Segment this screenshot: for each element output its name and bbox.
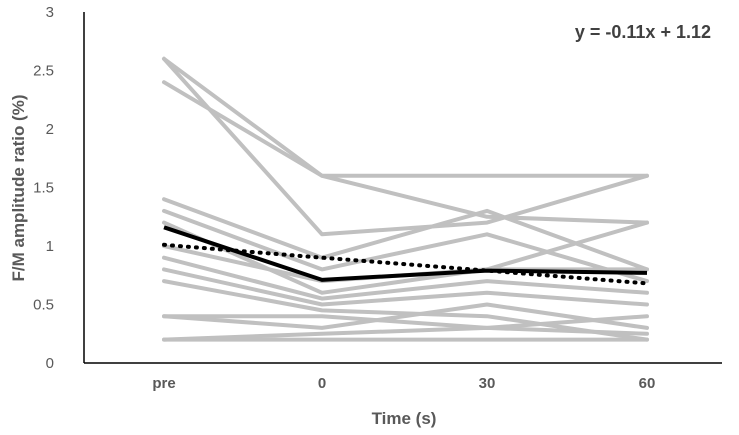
individual-series-line: [162, 80, 649, 225]
individual-series-line: [162, 208, 649, 284]
individual-series-group: [162, 56, 649, 342]
trend-series-group: [162, 242, 649, 286]
y-tick-label: 0.5: [33, 297, 54, 314]
y-tick-label: 0: [46, 355, 54, 372]
axes-group: [83, 12, 722, 364]
individual-series-line: [162, 220, 649, 295]
individual-series-line: [162, 56, 649, 237]
mean-series-line: [163, 225, 648, 282]
x-tick-labels: pre 0 30 60: [152, 375, 655, 392]
y-tick-label: 2: [46, 121, 54, 138]
x-tick-label: 30: [479, 375, 496, 392]
individual-series-line: [162, 302, 649, 330]
y-axis-title: F/M amplitude ratio (%): [9, 95, 28, 282]
individual-series-line: [162, 197, 649, 272]
mean-series-group: [163, 225, 648, 282]
y-tick-labels: 0 0.5 1 1.5 2 2.5 3: [33, 4, 54, 372]
x-axis-title: Time (s): [372, 409, 437, 428]
individual-series-line: [162, 314, 649, 330]
individual-series-line: [162, 255, 649, 301]
y-tick-label: 1.5: [33, 180, 54, 197]
y-tick-label: 2.5: [33, 63, 54, 80]
x-tick-label: 60: [639, 375, 656, 392]
x-tick-label: pre: [152, 375, 175, 392]
individual-series-line: [162, 325, 649, 342]
individual-series-line: [162, 56, 649, 178]
individual-series-line: [162, 267, 649, 307]
x-tick-label: 0: [318, 375, 326, 392]
trend-series-line: [162, 242, 649, 286]
y-tick-label: 3: [46, 4, 54, 21]
y-tick-label: 1: [46, 238, 54, 255]
individual-series-line: [162, 279, 649, 342]
trendline-equation: y = -0.11x + 1.12: [575, 22, 711, 42]
